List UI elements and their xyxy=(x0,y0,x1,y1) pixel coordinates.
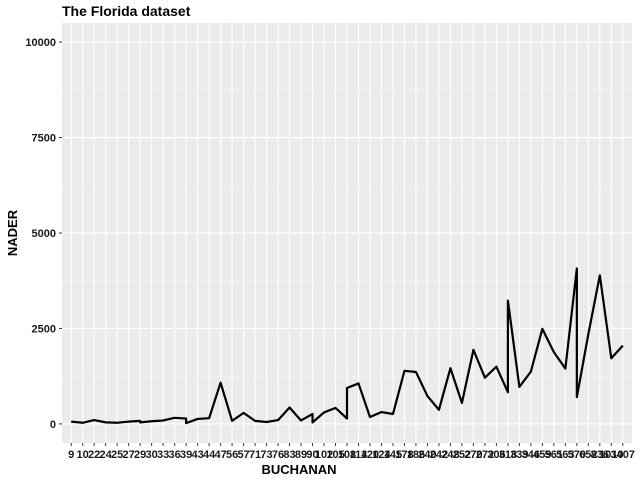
x-tick-label: 186 xyxy=(407,449,425,461)
x-tick-label: 56 xyxy=(226,449,238,461)
x-tick-label: 24 xyxy=(100,449,113,461)
x-tick-label: 339 xyxy=(510,449,528,461)
y-tick-label: 2500 xyxy=(32,323,56,335)
x-tick-label: 120 xyxy=(361,449,379,461)
x-tick-label: 73 xyxy=(260,449,272,461)
x-tick-label: 47 xyxy=(214,449,226,461)
x-tick-label: 563 xyxy=(556,449,574,461)
x-axis-ticks: 9 10 22 24 25 27 29 30 33 36 39 43 44 47 56 57 71 73 76 83 8… xyxy=(68,443,635,461)
x-tick-label: 1010 xyxy=(599,449,623,461)
x-tick-label: 108 xyxy=(338,449,356,461)
x-tick-label: 83 xyxy=(283,449,295,461)
chart-title: The Florida dataset xyxy=(62,3,191,19)
x-tick-label: 9 xyxy=(68,449,74,461)
x-tick-label: 836 xyxy=(591,449,609,461)
x-tick-label: 10 xyxy=(77,449,89,461)
x-tick-label: 272 xyxy=(476,449,494,461)
x-tick-label: 71 xyxy=(249,449,261,461)
x-tick-label: 145 xyxy=(384,449,402,461)
x-tick-label: 3407 xyxy=(611,449,635,461)
x-tick-label: 43 xyxy=(191,449,203,461)
x-tick-label: 57 xyxy=(237,449,249,461)
x-tick-label: 270 xyxy=(464,449,482,461)
x-tick-label: 306 xyxy=(487,449,505,461)
series-line xyxy=(71,267,624,425)
x-tick-label: 102 xyxy=(315,449,333,461)
major-gridlines xyxy=(62,23,632,443)
x-tick-label: 27 xyxy=(123,449,135,461)
x-tick-label: 33 xyxy=(157,449,169,461)
y-tick-label: 7500 xyxy=(32,133,56,145)
x-tick-label: 25 xyxy=(111,449,123,461)
x-tick-label: 652 xyxy=(579,449,597,461)
x-tick-label: 39 xyxy=(180,449,192,461)
x-tick-label: 570 xyxy=(568,449,586,461)
x-tick-label: 105 xyxy=(326,449,344,461)
x-tick-label: 44 xyxy=(203,449,216,461)
x-tick-label: 90 xyxy=(306,449,318,461)
x-tick-label: 89 xyxy=(295,449,307,461)
y-axis-title: NADER xyxy=(5,209,20,256)
x-tick-label: 29 xyxy=(134,449,146,461)
x-tick-label: 240 xyxy=(418,449,436,461)
series-group xyxy=(71,267,624,425)
x-tick-label: 76 xyxy=(272,449,284,461)
x-tick-label: 30 xyxy=(146,449,158,461)
x-tick-label: 248 xyxy=(441,449,459,461)
y-tick-label: 10000 xyxy=(25,37,56,49)
x-tick-label: 252 xyxy=(453,449,471,461)
x-tick-label: 242 xyxy=(430,449,448,461)
x-axis-title: BUCHANAN xyxy=(261,462,336,477)
x-tick-label: 318 xyxy=(499,449,517,461)
y-tick-label: 5000 xyxy=(32,228,56,240)
y-axis-ticks: 0 2500 5000 7500 10000 xyxy=(25,37,62,431)
y-tick-label: 0 xyxy=(50,419,56,431)
x-tick-label: 124 xyxy=(372,449,391,461)
x-tick-label: 36 xyxy=(168,449,180,461)
x-tick-label: 22 xyxy=(88,449,100,461)
x-tick-label: 114 xyxy=(350,449,369,461)
x-tick-label: 346 xyxy=(522,449,540,461)
x-tick-label: 459 xyxy=(533,449,551,461)
x-tick-label: 561 xyxy=(545,449,563,461)
x-tick-label: 178 xyxy=(395,449,413,461)
